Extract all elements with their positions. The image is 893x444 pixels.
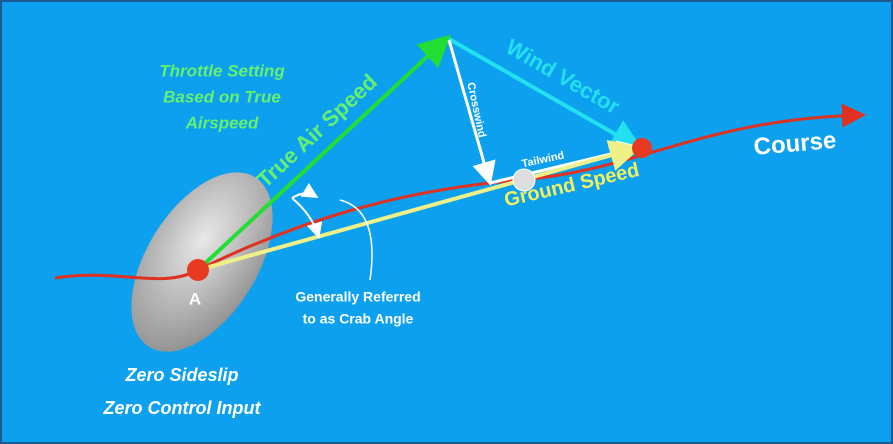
throttle-note: Airspeed <box>185 113 259 132</box>
crab-angle-arc <box>291 182 319 199</box>
throttle-note: Throttle Setting <box>159 61 285 80</box>
crab-note: Generally Referred <box>295 289 420 305</box>
course-line <box>54 103 866 281</box>
footer-note: Zero Control Input <box>103 398 262 418</box>
crab-pointer <box>339 199 373 281</box>
point-label: A <box>189 289 201 308</box>
point-a <box>187 259 209 281</box>
midpoint-marker <box>512 168 536 192</box>
crab-note: to as Crab Angle <box>303 311 414 327</box>
true-air-speed-vector <box>196 34 451 272</box>
wind-vector <box>448 37 643 150</box>
crosswind-vector <box>447 39 496 186</box>
throttle-note: Based on True <box>163 87 281 106</box>
end-point <box>632 138 652 158</box>
crab-angle-arc <box>291 197 323 239</box>
footer-note: Zero Sideslip <box>124 365 238 385</box>
ground-speed-vector <box>197 140 642 272</box>
